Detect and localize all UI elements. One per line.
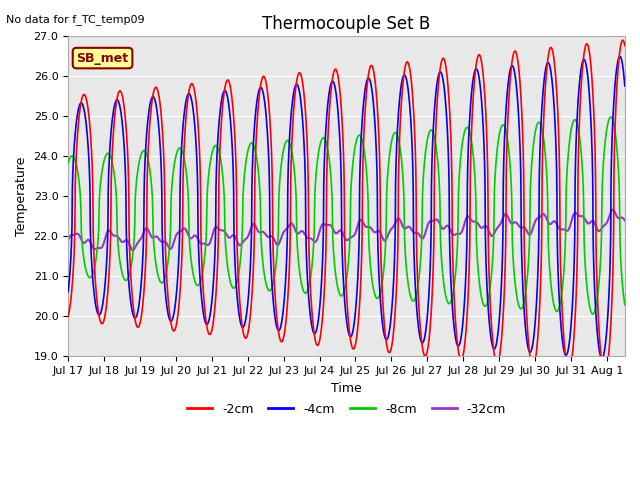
-32cm	[576, 213, 584, 219]
-4cm	[616, 54, 624, 60]
-2cm	[329, 74, 337, 80]
-2cm	[619, 37, 627, 43]
-2cm	[298, 76, 306, 82]
-4cm	[298, 110, 306, 116]
-8cm	[607, 114, 614, 120]
-32cm	[604, 217, 612, 223]
-2cm	[601, 372, 609, 377]
-32cm	[129, 247, 136, 253]
-32cm	[469, 218, 477, 224]
-4cm	[468, 81, 476, 86]
-2cm	[576, 105, 584, 111]
-8cm	[64, 160, 72, 166]
-32cm	[298, 228, 306, 234]
Title: Thermocouple Set B: Thermocouple Set B	[262, 15, 431, 33]
-4cm	[598, 356, 606, 361]
-32cm	[609, 207, 616, 213]
-8cm	[329, 230, 337, 236]
-4cm	[303, 254, 310, 260]
-8cm	[589, 311, 596, 317]
-32cm	[329, 226, 337, 231]
-4cm	[64, 289, 72, 295]
Line: -2cm: -2cm	[68, 40, 625, 374]
Y-axis label: Temperature: Temperature	[15, 156, 28, 236]
-8cm	[604, 120, 612, 126]
X-axis label: Time: Time	[331, 382, 362, 395]
-2cm	[621, 43, 628, 48]
-2cm	[604, 360, 612, 365]
-2cm	[64, 313, 72, 319]
Line: -4cm: -4cm	[68, 57, 625, 359]
-8cm	[621, 302, 628, 308]
-8cm	[303, 290, 310, 296]
Text: SB_met: SB_met	[77, 51, 129, 65]
-32cm	[303, 234, 310, 240]
-4cm	[576, 75, 584, 81]
-32cm	[64, 238, 72, 243]
Legend: -2cm, -4cm, -8cm, -32cm: -2cm, -4cm, -8cm, -32cm	[182, 397, 511, 420]
-32cm	[621, 217, 628, 223]
-4cm	[621, 83, 628, 89]
-4cm	[329, 78, 337, 84]
-2cm	[468, 107, 476, 112]
Text: No data for f_TC_temp09: No data for f_TC_temp09	[6, 14, 145, 25]
-2cm	[303, 126, 310, 132]
Line: -8cm: -8cm	[68, 117, 625, 314]
-8cm	[576, 137, 584, 143]
-8cm	[298, 283, 306, 289]
-8cm	[468, 146, 476, 152]
Line: -32cm: -32cm	[68, 210, 625, 250]
-4cm	[604, 312, 612, 318]
